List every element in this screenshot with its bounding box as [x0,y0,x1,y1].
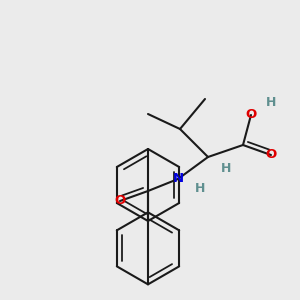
Text: H: H [266,97,276,110]
Text: N: N [172,172,184,185]
Text: O: O [245,109,256,122]
Text: H: H [221,163,231,176]
Text: O: O [114,194,126,208]
Text: H: H [195,182,205,196]
Text: O: O [266,148,277,161]
